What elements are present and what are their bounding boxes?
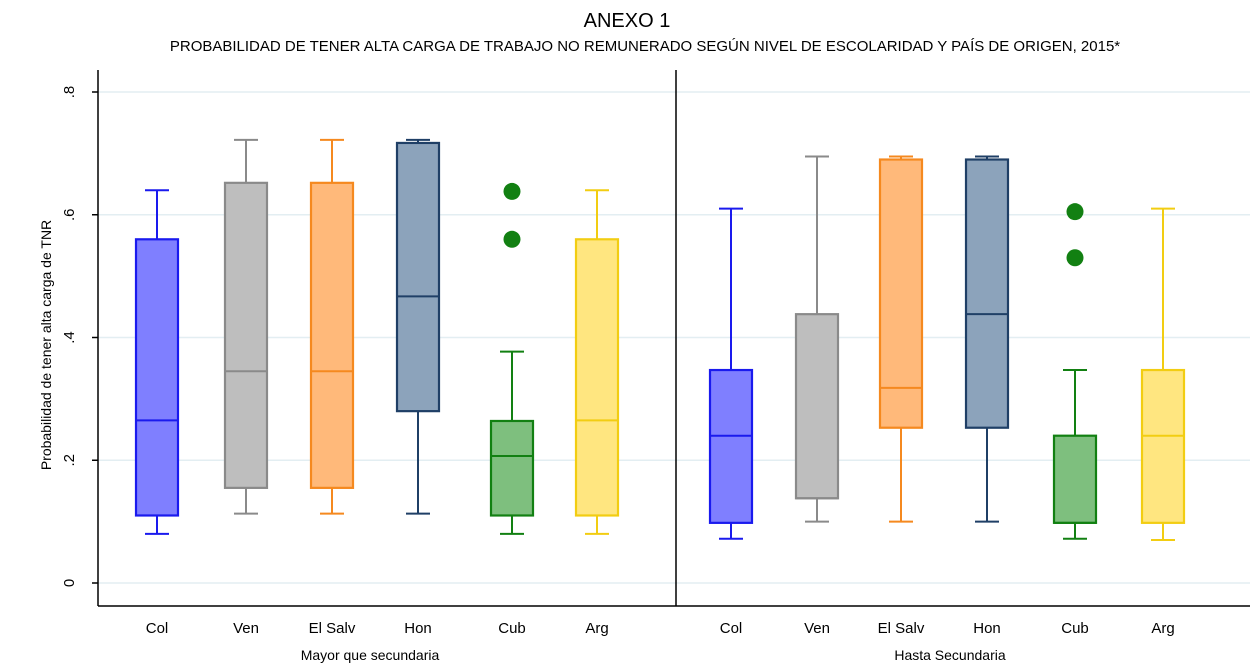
box-hon: [395, 138, 441, 515]
y-tick-label: .2: [61, 454, 78, 467]
box-iqr: [134, 238, 180, 517]
box-iqr: [1052, 434, 1098, 524]
group-label: Mayor que secundaria: [301, 647, 440, 663]
category-label: Col: [720, 620, 743, 637]
y-axis-title: Probabilidad de tener alta carga de TNR: [38, 220, 54, 470]
box-arg: [1140, 207, 1186, 542]
box-iqr: [223, 181, 269, 489]
category-label: Cub: [1061, 620, 1089, 637]
outlier-point: [1066, 249, 1084, 267]
box-hon: [964, 155, 1010, 523]
y-tick-label: 0: [61, 579, 78, 587]
outlier-point: [503, 182, 521, 200]
box-iqr: [395, 141, 441, 413]
box-iqr: [489, 419, 535, 517]
category-label: Ven: [804, 620, 830, 637]
category-label: Hon: [973, 620, 1001, 637]
box-ven: [794, 155, 840, 523]
labels: 0 .2 .4 .6 .8 Probabilidad de tener alta carg…: [38, 86, 1175, 663]
box-ven: [223, 138, 269, 515]
y-tick-label: .8: [61, 86, 78, 99]
category-label: Arg: [1151, 620, 1174, 637]
y-tick-label: .4: [61, 331, 78, 344]
box-iqr: [574, 238, 620, 517]
outlier-point: [1066, 203, 1084, 221]
chart-title: ANEXO 1: [583, 10, 671, 32]
category-label: El Salv: [309, 620, 356, 637]
chart-subtitle: PROBABILIDAD DE TENER ALTA CARGA DE TRAB…: [169, 38, 1121, 55]
box-iqr: [309, 181, 355, 489]
axes: [92, 70, 1250, 607]
box-arg: [574, 189, 620, 535]
box-col: [708, 207, 754, 540]
category-label: Arg: [585, 620, 608, 637]
category-label: Hon: [404, 620, 432, 637]
box-iqr: [708, 368, 754, 524]
box-iqr: [794, 313, 840, 500]
category-label: El Salv: [878, 620, 925, 637]
category-label: Col: [146, 620, 169, 637]
box-cub: [489, 182, 535, 535]
y-tick-label: .6: [61, 208, 78, 221]
box-el-salv: [878, 155, 924, 523]
box-iqr: [878, 158, 924, 429]
box-iqr: [1140, 368, 1186, 524]
outlier-point: [503, 230, 521, 248]
box-el-salv: [309, 138, 355, 515]
box-cub: [1052, 203, 1098, 540]
category-label: Cub: [498, 620, 526, 637]
boxes: [134, 138, 1186, 542]
group-label: Hasta Secundaria: [894, 647, 1006, 663]
box-iqr: [964, 158, 1010, 429]
box-col: [134, 189, 180, 535]
category-label: Ven: [233, 620, 259, 637]
